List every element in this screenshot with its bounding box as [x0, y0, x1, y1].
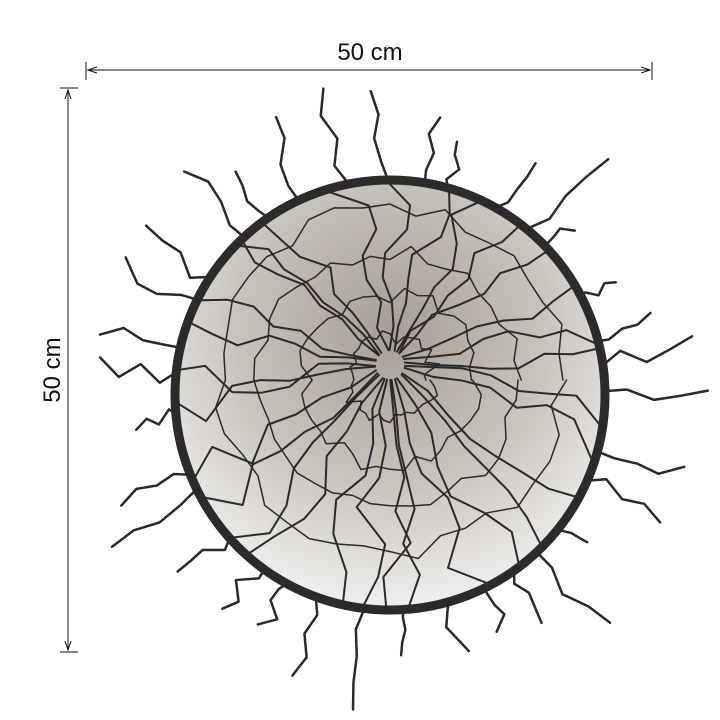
crack: [191, 369, 377, 482]
crack: [488, 162, 537, 212]
outer-cracks: [98, 87, 710, 711]
crack: [400, 373, 544, 549]
crack-ring: [214, 203, 568, 560]
crack: [390, 378, 421, 611]
crack: [381, 179, 412, 352]
crack: [393, 378, 493, 586]
height-dimension: 50 cm: [39, 87, 78, 653]
crack: [395, 199, 483, 353]
crack: [245, 377, 384, 557]
width-dimension: 50 cm: [85, 39, 653, 80]
crack: [228, 374, 380, 539]
crack: [234, 244, 381, 356]
crack: [110, 484, 202, 549]
crack: [531, 547, 612, 625]
crack: [98, 326, 187, 350]
crack: [144, 224, 218, 280]
crack: [393, 187, 451, 352]
crack: [403, 366, 595, 466]
crack-ring: [345, 330, 441, 424]
crack: [369, 89, 392, 187]
inner-cracks: [174, 179, 604, 611]
crack: [274, 115, 303, 206]
hole: [170, 175, 610, 615]
crack: [355, 378, 389, 610]
crack: [591, 311, 652, 344]
crack: [120, 472, 198, 507]
crack: [402, 329, 601, 361]
crack: [234, 170, 275, 223]
crack: [520, 157, 610, 233]
crack: [598, 388, 710, 402]
crack: [323, 189, 390, 352]
crack: [98, 356, 183, 385]
crack: [291, 590, 319, 677]
crack: [174, 365, 377, 423]
crack: [512, 563, 543, 625]
crack: [199, 372, 379, 506]
crack: [186, 320, 377, 362]
crack: [124, 256, 204, 303]
crack: [398, 223, 522, 355]
crack: [403, 364, 604, 430]
crack: [401, 372, 580, 499]
crack: [401, 284, 576, 358]
crack: [591, 448, 686, 475]
width-label: 50 cm: [337, 39, 402, 66]
crack: [422, 116, 442, 190]
crack: [319, 87, 354, 190]
crack-ring: [299, 287, 483, 472]
crack: [176, 531, 234, 573]
crack: [351, 602, 368, 711]
crack: [332, 378, 386, 606]
crack: [382, 378, 412, 611]
crack: [445, 595, 471, 653]
crack: [580, 477, 662, 524]
crack: [597, 335, 694, 371]
crack: [221, 563, 269, 610]
crack: [398, 249, 550, 355]
crack: [260, 221, 383, 354]
height-label: 50 cm: [39, 337, 66, 402]
crack: [182, 170, 250, 242]
crack: [175, 362, 377, 394]
crack-ring: [253, 245, 522, 507]
